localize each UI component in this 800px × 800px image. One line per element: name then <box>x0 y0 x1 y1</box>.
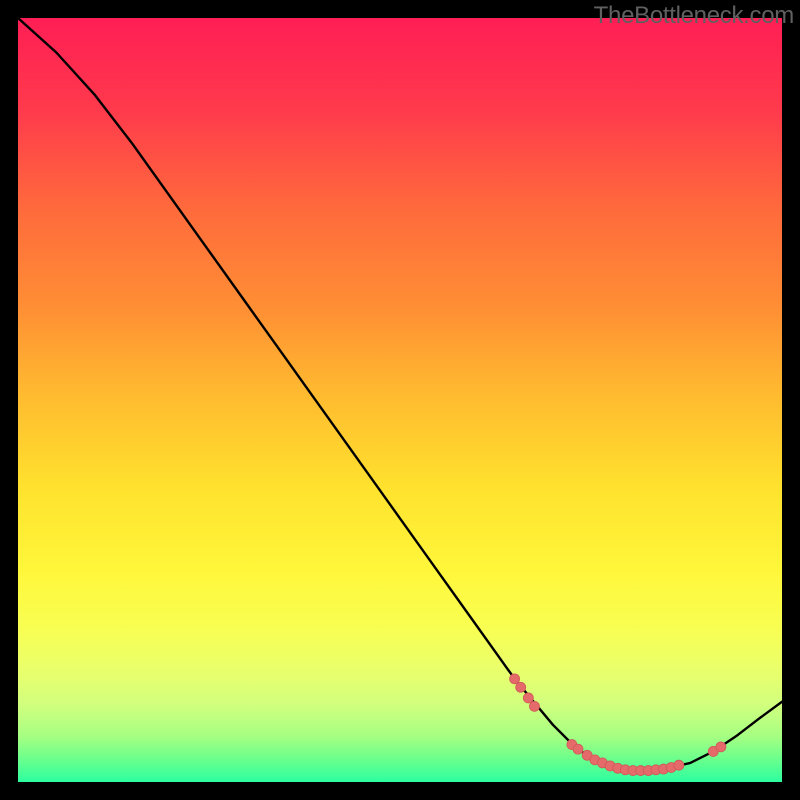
plot-area <box>18 18 782 782</box>
data-marker <box>523 693 533 703</box>
data-marker <box>573 744 583 754</box>
data-marker <box>716 742 726 752</box>
data-marker <box>529 701 539 711</box>
bottleneck-curve <box>18 18 782 771</box>
data-marker <box>674 760 684 770</box>
data-marker <box>516 682 526 692</box>
watermark-text: TheBottleneck.com <box>594 2 794 30</box>
data-marker <box>510 674 520 684</box>
chart-overlay <box>18 18 782 782</box>
